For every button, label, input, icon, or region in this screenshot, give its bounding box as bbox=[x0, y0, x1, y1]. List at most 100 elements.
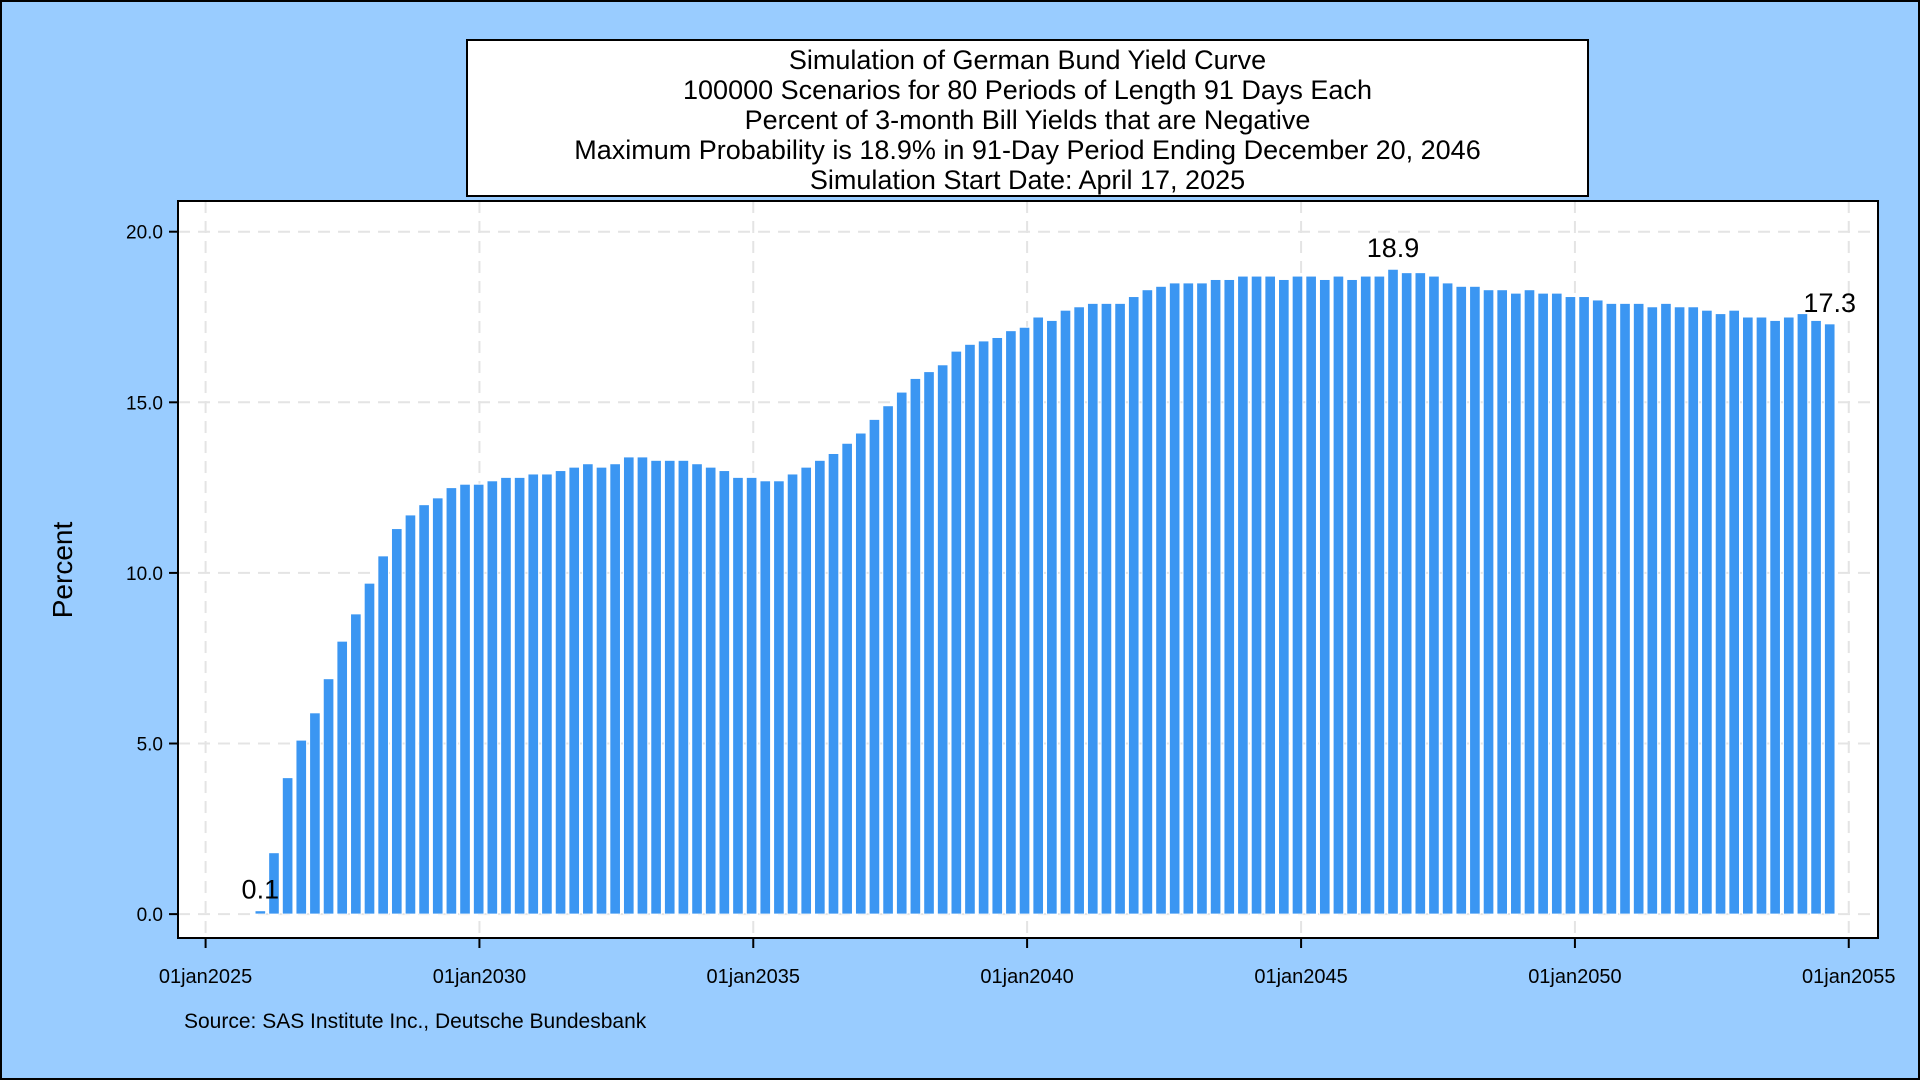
bar bbox=[1742, 316, 1754, 915]
bar bbox=[281, 777, 294, 915]
bar bbox=[1291, 275, 1304, 915]
bar bbox=[1127, 296, 1140, 915]
bar bbox=[622, 456, 635, 915]
bar bbox=[786, 473, 799, 915]
bar bbox=[1660, 302, 1672, 915]
bar bbox=[472, 483, 485, 915]
bar bbox=[500, 476, 512, 915]
bar bbox=[1673, 306, 1686, 915]
bar bbox=[991, 336, 1004, 915]
bar bbox=[1414, 272, 1427, 915]
bar bbox=[295, 739, 308, 915]
chart-title: Simulation of German Bund Yield Curve bbox=[788, 45, 1267, 75]
bar bbox=[1619, 302, 1631, 915]
bar bbox=[1155, 285, 1167, 915]
y-tick-label: 20.0 bbox=[126, 223, 163, 244]
bar bbox=[745, 476, 758, 915]
bar bbox=[336, 640, 349, 915]
bar bbox=[759, 480, 772, 915]
bar bbox=[1196, 282, 1208, 915]
bar bbox=[923, 371, 935, 915]
bar bbox=[950, 350, 963, 915]
bar bbox=[882, 405, 894, 915]
bar bbox=[909, 377, 922, 915]
bar bbox=[704, 466, 717, 915]
bar bbox=[1482, 289, 1495, 915]
bar bbox=[1086, 302, 1099, 915]
bar bbox=[1455, 285, 1468, 915]
bar bbox=[1769, 319, 1781, 915]
bar bbox=[1810, 319, 1822, 915]
x-tick-label: 01jan2055 bbox=[1802, 966, 1895, 988]
bars bbox=[254, 268, 1836, 915]
bar bbox=[895, 391, 908, 915]
bar bbox=[691, 463, 703, 915]
bar bbox=[418, 504, 430, 915]
bar bbox=[1510, 292, 1522, 915]
bar bbox=[841, 442, 853, 915]
bar bbox=[1714, 313, 1727, 915]
data-label: 18.9 bbox=[1367, 233, 1420, 263]
chart-subtitle-measure: Percent of 3-month Bill Yields that are … bbox=[744, 105, 1311, 135]
bar bbox=[1264, 275, 1277, 915]
bar bbox=[445, 487, 458, 915]
bar bbox=[1278, 278, 1290, 915]
data-label: 17.3 bbox=[1803, 288, 1856, 318]
bar bbox=[1005, 330, 1017, 915]
bar bbox=[1018, 326, 1031, 915]
bar bbox=[1168, 282, 1181, 915]
bar bbox=[513, 476, 526, 915]
chart-subtitle-start-date: Simulation Start Date: April 17, 2025 bbox=[809, 165, 1246, 195]
bar bbox=[1537, 292, 1549, 915]
bar bbox=[1591, 299, 1604, 915]
bar bbox=[1100, 302, 1113, 915]
bar bbox=[663, 459, 676, 915]
bar bbox=[1346, 278, 1358, 915]
bar bbox=[1441, 282, 1454, 915]
bar bbox=[554, 470, 567, 915]
bar bbox=[1496, 289, 1509, 915]
chart-subtitle-scenarios: 100000 Scenarios for 80 Periods of Lengt… bbox=[683, 75, 1372, 105]
x-tick-label: 01jan2040 bbox=[980, 966, 1073, 988]
bar bbox=[595, 466, 608, 915]
bar bbox=[268, 852, 280, 915]
bar bbox=[527, 473, 540, 915]
bar bbox=[541, 473, 553, 915]
x-tick-label: 01jan2035 bbox=[707, 966, 800, 988]
bar bbox=[1796, 313, 1809, 915]
bar bbox=[309, 712, 321, 915]
bar bbox=[459, 483, 471, 915]
x-tick-label: 01jan2025 bbox=[159, 966, 252, 988]
bar bbox=[677, 459, 690, 915]
bar bbox=[1209, 278, 1222, 915]
bar bbox=[718, 470, 731, 915]
y-axis-label: Percent bbox=[47, 521, 78, 619]
bar bbox=[1359, 275, 1372, 915]
bar bbox=[1687, 306, 1700, 915]
bar bbox=[868, 418, 881, 915]
bar bbox=[1387, 268, 1399, 915]
bar bbox=[1114, 302, 1126, 915]
bar bbox=[1550, 292, 1563, 915]
bar bbox=[1782, 316, 1795, 915]
chart-subtitle-maximum: Maximum Probability is 18.9% in 91-Day P… bbox=[574, 135, 1481, 165]
bar bbox=[1237, 275, 1249, 915]
bar bbox=[1578, 296, 1590, 915]
bar bbox=[1223, 278, 1236, 915]
bar bbox=[1523, 289, 1536, 915]
bar bbox=[1305, 275, 1317, 915]
bar bbox=[1701, 309, 1713, 915]
bar bbox=[1073, 306, 1085, 915]
data-label: 0.1 bbox=[242, 875, 280, 905]
bar bbox=[582, 463, 594, 915]
bar bbox=[936, 364, 949, 915]
bar bbox=[377, 555, 389, 915]
bar bbox=[486, 480, 499, 915]
x-tick-label: 01jan2030 bbox=[433, 966, 526, 988]
y-tick-label: 10.0 bbox=[126, 564, 163, 585]
y-tick-label: 15.0 bbox=[126, 393, 163, 414]
bar bbox=[1032, 316, 1045, 915]
chart-title-box: Simulation of German Bund Yield Curve 10… bbox=[466, 39, 1589, 197]
bar bbox=[350, 613, 362, 915]
